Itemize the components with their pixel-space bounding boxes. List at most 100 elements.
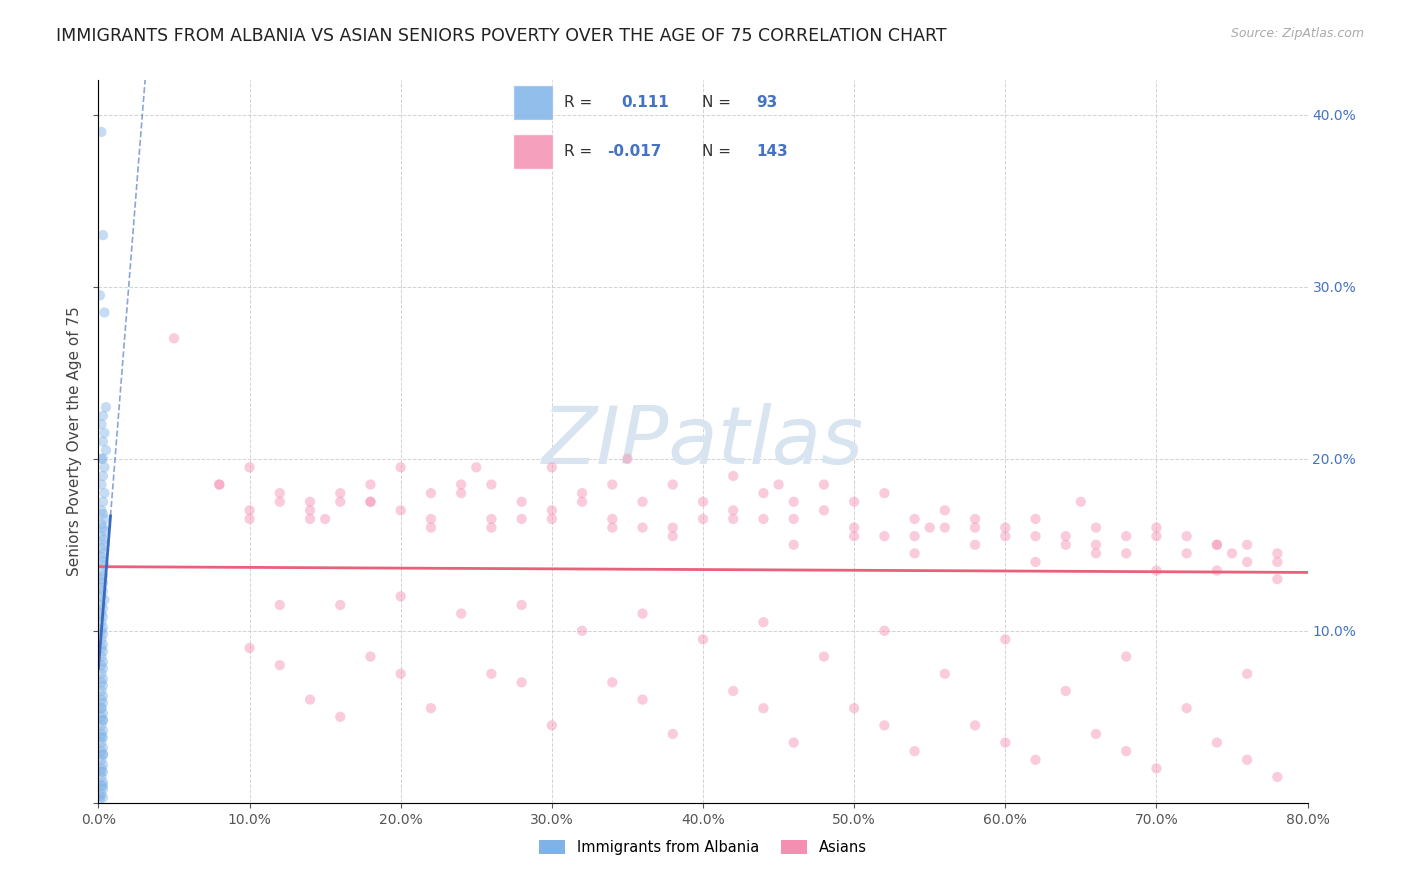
Point (540, 512, 562, 526)
Point (1085, 520, 1108, 534)
Text: N =: N = (702, 95, 731, 110)
Point (481, 512, 503, 526)
Point (91, 568, 114, 582)
Point (420, 512, 443, 526)
Point (602, 520, 624, 534)
Point (1115, 529, 1137, 543)
Point (90, 735, 112, 749)
Point (90, 770, 112, 784)
Point (91, 555, 114, 569)
Point (90, 649, 112, 664)
Point (450, 486, 472, 500)
Point (1267, 770, 1289, 784)
Point (389, 503, 412, 517)
Point (360, 649, 382, 664)
Point (239, 460, 262, 475)
Point (571, 494, 593, 508)
Point (90, 632, 112, 647)
Point (661, 529, 683, 543)
Point (783, 735, 806, 749)
Point (90, 615, 112, 630)
Point (1070, 494, 1092, 508)
Point (1267, 572, 1289, 586)
Point (93, 592, 115, 607)
Point (269, 494, 291, 508)
Point (91, 775, 114, 789)
Point (91, 644, 114, 658)
Point (91, 620, 114, 634)
Point (299, 503, 322, 517)
Point (90, 590, 112, 604)
Point (1115, 649, 1137, 664)
Point (239, 503, 262, 517)
Point (91, 662, 114, 676)
Point (389, 590, 412, 604)
Point (813, 503, 835, 517)
Point (91, 655, 114, 669)
Point (692, 632, 714, 647)
Point (481, 520, 503, 534)
Point (90, 125, 112, 139)
Point (1024, 512, 1046, 526)
Point (1144, 761, 1167, 775)
Point (752, 615, 775, 630)
Point (844, 701, 866, 715)
Point (90, 727, 112, 741)
Point (90, 572, 112, 586)
Point (692, 512, 714, 526)
Point (1144, 564, 1167, 578)
Point (1054, 538, 1077, 552)
Point (163, 331, 186, 345)
Point (540, 503, 562, 517)
Point (723, 469, 745, 483)
Point (631, 607, 654, 621)
Point (1024, 753, 1046, 767)
Point (661, 727, 683, 741)
Point (93, 460, 115, 475)
Point (389, 666, 412, 681)
Bar (513, 135, 554, 169)
Point (1236, 753, 1258, 767)
Point (420, 520, 443, 534)
Point (934, 666, 956, 681)
Point (299, 512, 322, 526)
Point (90, 779, 112, 793)
Point (752, 486, 775, 500)
Point (93, 425, 115, 440)
Point (329, 486, 352, 500)
Point (602, 675, 624, 690)
Point (239, 640, 262, 655)
Point (91, 706, 114, 721)
Point (481, 666, 503, 681)
Point (91, 494, 114, 508)
Point (90, 764, 112, 779)
Point (90, 503, 112, 517)
Point (91, 638, 114, 652)
Point (329, 598, 352, 612)
Point (965, 520, 987, 534)
Point (631, 520, 654, 534)
Point (1144, 529, 1167, 543)
Point (420, 701, 443, 715)
Legend: Immigrants from Albania, Asians: Immigrants from Albania, Asians (533, 834, 873, 861)
Point (1175, 529, 1198, 543)
Point (1175, 701, 1198, 715)
Point (90, 451, 112, 466)
Point (994, 520, 1017, 534)
Point (844, 494, 866, 508)
Point (93, 558, 115, 573)
Point (1024, 555, 1046, 569)
Text: N =: N = (702, 145, 731, 160)
Point (965, 512, 987, 526)
Point (90, 753, 112, 767)
Point (571, 624, 593, 638)
Point (540, 460, 562, 475)
Point (91, 713, 114, 727)
Point (94, 400, 117, 414)
Point (873, 718, 896, 732)
Point (1206, 538, 1229, 552)
Point (90, 675, 112, 690)
Point (299, 692, 322, 706)
Text: 143: 143 (756, 145, 787, 160)
Point (1206, 564, 1229, 578)
